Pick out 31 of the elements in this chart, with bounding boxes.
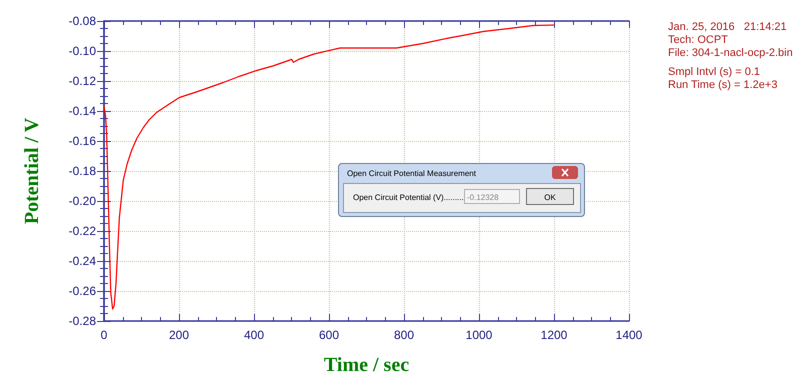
text: Smpl Intvl (s) = 0.1 <box>668 66 762 79</box>
y-tick-label: -0.20 <box>68 194 96 208</box>
x-tick-label: 800 <box>394 328 414 342</box>
annotation: Open Circuit Potential (V)......... <box>353 193 464 202</box>
y-tick-label: -0.14 <box>68 104 96 118</box>
text: File: 304-1-nacl-ocp-2.bin <box>668 47 793 60</box>
x-tick-label: 400 <box>244 328 264 342</box>
y-tick-label: -0.22 <box>68 224 96 238</box>
text: Tech: OCPT <box>668 34 729 47</box>
line-series <box>103 24 555 310</box>
x-tick-label: 1000 <box>466 328 493 342</box>
x-axis-title: Time / sec <box>324 354 410 376</box>
y-tick-label: -0.28 <box>68 314 96 328</box>
annotation: Open Circuit Potential Measurement <box>347 169 476 178</box>
y-tick-label: -0.18 <box>68 164 96 178</box>
annotation: -0.12328 <box>464 189 520 204</box>
y-tick-label: -0.26 <box>68 284 96 298</box>
y-tick-label: -0.12 <box>68 74 96 88</box>
x-tick-label: 0 <box>100 328 108 342</box>
x-tick-label: 1400 <box>616 328 643 342</box>
y-tick-label: -0.16 <box>68 134 96 148</box>
y-tick-label: -0.10 <box>68 44 96 58</box>
text: Jan. 25, 2016 21:14:21 <box>668 21 788 34</box>
x-tick-label: 1200 <box>540 328 568 342</box>
x-tick-label: 200 <box>168 328 190 342</box>
y-axis-title: Potential / V <box>21 117 43 224</box>
text: Run Time (s) = 1.2e+3 <box>668 79 778 92</box>
x-tick-label: 600 <box>318 328 340 342</box>
y-tick-label: -0.24 <box>68 254 96 268</box>
annotation: OK <box>526 188 574 205</box>
y-tick-label: -0.08 <box>68 14 96 28</box>
